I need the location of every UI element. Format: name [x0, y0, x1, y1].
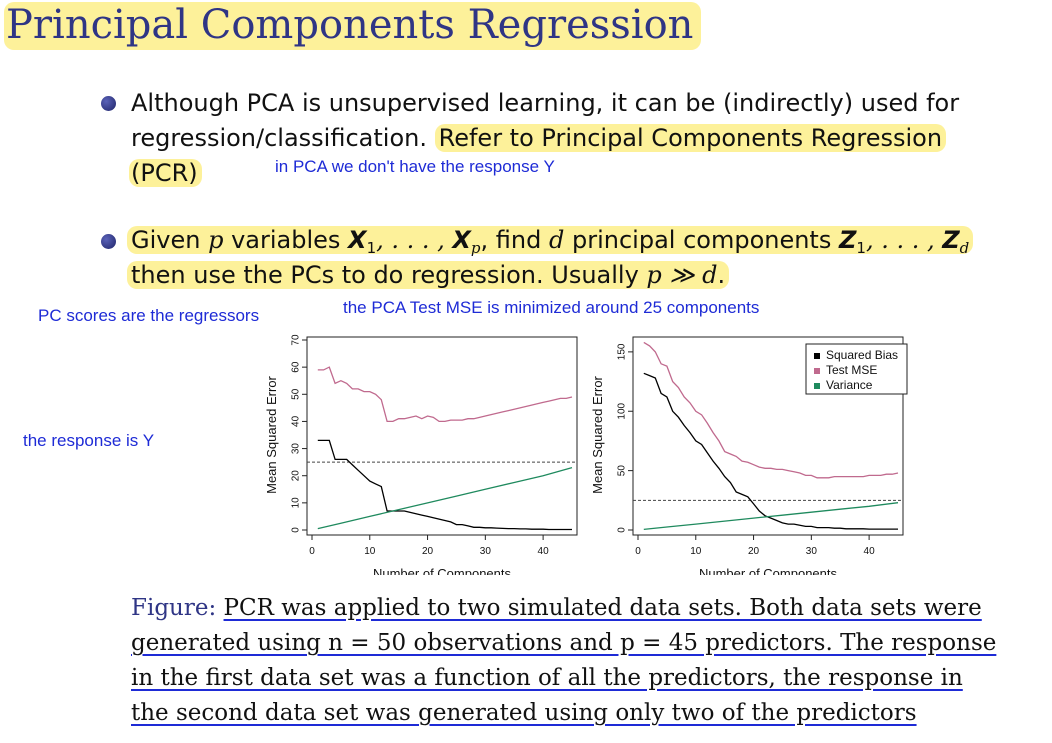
bullet-1-highlight: Refer to Principal Components Regression — [434, 124, 947, 152]
series-line-squared-bias — [643, 372, 898, 530]
plot-frame — [632, 336, 904, 536]
annotation-response-y: the response is Y — [23, 431, 155, 450]
annotation-no-response: in PCA we don't have the response Y — [275, 157, 555, 176]
y-tick-label: 10 — [291, 497, 302, 509]
figure-caption-line-2: generated using n = 50 observations and … — [131, 630, 997, 656]
y-tick-label: 50 — [291, 388, 302, 400]
annotation-min-mse: the PCA Test MSE is minimized around 25 … — [343, 298, 760, 317]
y-axis-label: Mean Squared Error — [590, 375, 605, 493]
bullet-1-line-2: regression/classification. Refer to Prin… — [131, 121, 947, 156]
slide-title: Principal Components Regression — [4, 2, 702, 50]
legend-label: Squared Bias — [826, 348, 898, 362]
y-tick-label: 20 — [291, 470, 302, 482]
y-tick-label: 50 — [617, 465, 628, 477]
y-tick-label: 60 — [291, 361, 302, 373]
x-axis-label: Number of Components — [373, 566, 512, 575]
bullet-2-line-1: Given p variables X1, . . . , Xp, find d… — [127, 223, 974, 266]
bullet-1-plain-text: regression/classification. — [131, 124, 435, 152]
bullet-1-pcr: (PCR) — [129, 159, 202, 187]
y-tick-label: 0 — [291, 527, 302, 533]
bullet-2-line-2: then use the PCs to do regression. Usual… — [127, 258, 730, 293]
x-tick-label: 0 — [309, 546, 315, 557]
bullet-1-line-1: Although PCA is unsupervised learning, i… — [131, 89, 960, 117]
chart-all-predictors: 0 10 20 30 40 50 60 70 0 10 20 30 40 Number of Compon… — [264, 334, 578, 575]
x-tick-label: 20 — [422, 546, 434, 557]
x-symbol: X — [348, 226, 367, 254]
x-axis-label: Number of Components — [699, 566, 838, 575]
x-tick-label: 10 — [690, 546, 702, 557]
y-tick-label: 100 — [617, 402, 628, 419]
legend-label: Test MSE — [826, 363, 877, 377]
x-tick-label: 30 — [806, 546, 818, 557]
figure-caption-line-1: Figure: PCR was applied to two simulated… — [131, 595, 982, 621]
x-tick-label: 40 — [538, 546, 550, 557]
legend-swatch — [814, 368, 820, 374]
plot-frame — [306, 336, 578, 536]
series-line-variance — [643, 502, 899, 531]
y-tick-label: 0 — [617, 527, 628, 533]
legend-label: Variance — [826, 378, 873, 392]
x-tick-label: 30 — [480, 546, 492, 557]
z-symbol: Z — [838, 226, 857, 254]
legend-swatch — [814, 383, 820, 389]
annotation-pc-scores: PC scores are the regressors — [38, 306, 260, 325]
y-tick-label: 30 — [291, 443, 302, 455]
bullet-marker — [101, 234, 116, 249]
x-tick-label: 20 — [748, 546, 760, 557]
series-line-squared-bias — [317, 439, 572, 531]
x-tick-label: 0 — [635, 546, 641, 557]
x-tick-label: 10 — [364, 546, 376, 557]
figure-caption-line-3: in the first data set was a function of … — [131, 665, 963, 691]
series-line-test-mse — [317, 366, 573, 423]
bullet-marker — [101, 96, 116, 111]
series-line-variance — [317, 466, 573, 530]
figure-caption-line-4: the second data set was generated using … — [131, 700, 917, 726]
legend-box — [805, 343, 908, 395]
y-tick-label: 150 — [617, 343, 628, 360]
chart-two-predictors: 0 50 100 150 0 10 20 30 40 Number of Components Me… — [590, 336, 908, 575]
x-tick-label: 40 — [864, 546, 876, 557]
series-line-test-mse — [643, 341, 899, 479]
bullet-1-line-3: (PCR) — [129, 156, 202, 191]
legend-swatch — [814, 353, 820, 359]
figure-label: Figure: — [131, 595, 224, 621]
y-tick-label: 70 — [291, 334, 302, 346]
y-axis-label: Mean Squared Error — [264, 375, 279, 493]
y-tick-label: 40 — [291, 415, 302, 427]
